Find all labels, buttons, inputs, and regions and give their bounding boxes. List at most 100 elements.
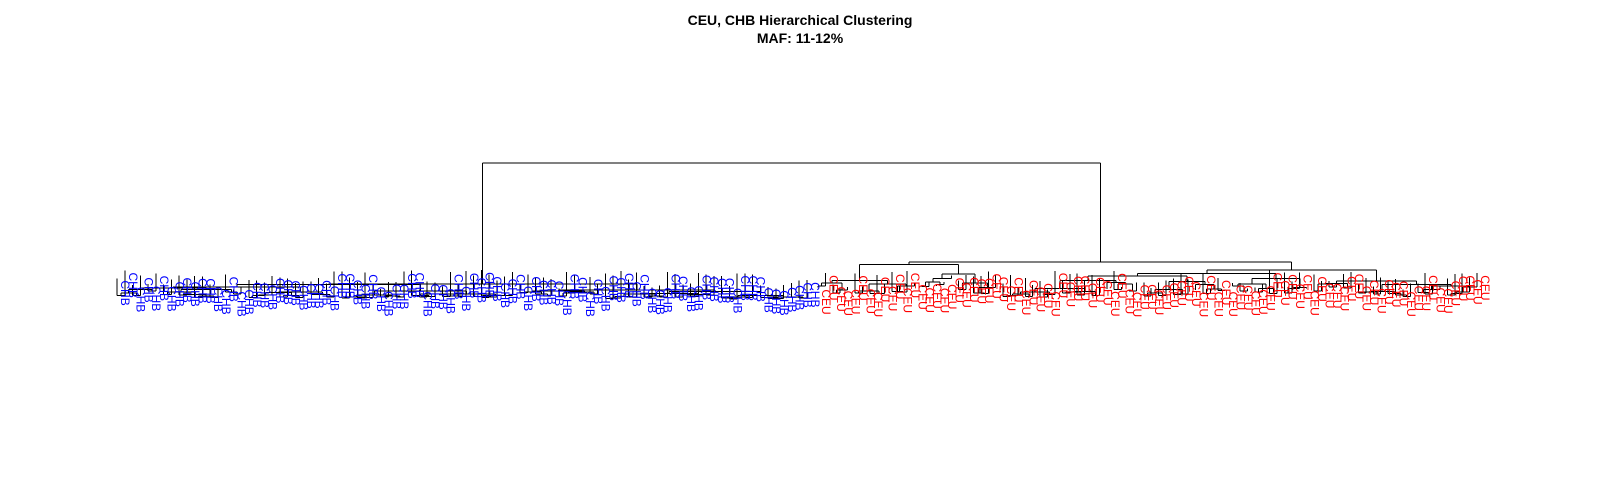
leaf-label-ceu: CEU — [1108, 291, 1122, 316]
leaf-label-ceu: CEU — [1137, 284, 1151, 309]
leaf-label-ceu: CEU — [945, 284, 959, 309]
leaf-label-chb: CHB — [761, 287, 775, 312]
leaf-label-ceu: CEU — [1352, 274, 1366, 299]
leaf-label-ceu: CEU — [1278, 280, 1292, 305]
leaf-label-chb: CHB — [513, 274, 527, 299]
leaf-label-chb: CHB — [785, 287, 799, 312]
leaf-label-chb: CHB — [467, 273, 481, 298]
leaf-label-chb: CHB — [234, 291, 248, 316]
leaf-label-chb: CHB — [351, 280, 365, 305]
leaf-label-ceu: CEU — [1241, 285, 1255, 310]
leaf-label-ceu: CEU — [1012, 277, 1026, 302]
leaf-label-ceu: CEU — [1004, 286, 1018, 311]
leaf-label-chb: CHB — [335, 273, 349, 298]
leaf-label-chb: CHB — [614, 277, 628, 302]
leaf-label-ceu: CEU — [923, 288, 937, 313]
leaf-label-ceu: CEU — [952, 278, 966, 303]
leaf-label-chb: CHB — [715, 278, 729, 303]
leaf-label-chb: CHB — [420, 291, 434, 316]
leaf-label-ceu: CEU — [1478, 275, 1492, 300]
leaf-label-chb: CHB — [568, 274, 582, 299]
leaf-label-chb: CHB — [622, 273, 636, 298]
leaf-label-chb: CHB — [552, 281, 566, 306]
leaf-label-chb: CHB — [196, 278, 210, 303]
leaf-label-chb: CHB — [242, 289, 256, 314]
leaf-label-chb: CHB — [250, 282, 264, 307]
leaf-label-ceu: CEU — [1086, 283, 1100, 308]
leaf-label-ceu: CEU — [937, 288, 951, 313]
leaf-label-ceu: CEU — [1389, 282, 1403, 307]
leaf-label-chb: CHB — [668, 274, 682, 299]
leaf-label-ceu: CEU — [1330, 283, 1344, 308]
leaf-label-ceu: CEU — [1130, 292, 1144, 317]
leaf-label-ceu: CEU — [1189, 281, 1203, 306]
leaf-label-chb: CHB — [258, 283, 272, 308]
leaf-label-chb: CHB — [149, 286, 163, 311]
leaf-label-chb: CHB — [382, 291, 396, 316]
leaf-label-chb: CHB — [289, 280, 303, 305]
leaf-label-ceu: CEU — [1293, 284, 1307, 309]
leaf-label-ceu: CEU — [1367, 280, 1381, 305]
leaf-label-chb: CHB — [738, 275, 752, 300]
leaf-label-ceu: CEU — [1426, 275, 1440, 300]
leaf-label-chb: CHB — [769, 289, 783, 314]
leaf-label-ceu: CEU — [900, 288, 914, 313]
leaf-label-chb: CHB — [304, 283, 318, 308]
leaf-label-ceu: CEU — [1115, 273, 1129, 298]
leaf-label-chb: CHB — [134, 287, 148, 312]
leaf-label-ceu: CEU — [1063, 282, 1077, 307]
leaf-label-ceu: CEU — [1226, 291, 1240, 316]
leaf-label-chb: CHB — [281, 279, 295, 304]
leaf-label-chb: CHB — [343, 273, 357, 298]
leaf-label-ceu: CEU — [871, 292, 885, 317]
leaf-label-chb: CHB — [544, 279, 558, 304]
leaf-label-chb: CHB — [374, 287, 388, 312]
leaf-label-chb: CHB — [676, 276, 690, 301]
leaf-label-chb: CHB — [273, 278, 287, 303]
leaf-label-chb: CHB — [506, 279, 520, 304]
leaf-label-chb: CHB — [405, 273, 419, 298]
leaf-label-ceu: CEU — [1152, 290, 1166, 315]
leaf-label-chb: CHB — [118, 280, 132, 305]
leaf-label-chb: CHB — [227, 277, 241, 302]
leaf-label-chb: CHB — [312, 283, 326, 308]
leaf-label-chb: CHB — [537, 280, 551, 305]
leaf-label-ceu: CEU — [893, 274, 907, 299]
leaf-label-chb: CHB — [366, 274, 380, 299]
leaf-label-ceu: CEU — [1234, 285, 1248, 310]
leaf-label-ceu: CEU — [1182, 276, 1196, 301]
leaf-label-chb: CHB — [591, 279, 605, 304]
leaf-label-ceu: CEU — [1271, 272, 1285, 297]
leaf-label-ceu: CEU — [1441, 288, 1455, 313]
leaf-label-ceu: CEU — [1026, 280, 1040, 305]
leaf-label-chb: CHB — [482, 272, 496, 297]
leaf-label-ceu: CEU — [982, 278, 996, 303]
leaf-label-chb: CHB — [777, 290, 791, 315]
leaf-label-ceu: CEU — [1123, 289, 1137, 314]
leaf-label-chb: CHB — [498, 283, 512, 308]
leaf-label-chb: CHB — [630, 281, 644, 306]
leaf-label-ceu: CEU — [1100, 280, 1114, 305]
leaf-label-chb: CHB — [141, 277, 155, 302]
leaf-label-chb: CHB — [723, 278, 737, 303]
leaf-label-chb: CHB — [126, 273, 140, 298]
leaf-label-chb: CHB — [219, 289, 233, 314]
leaf-label-ceu: CEU — [1160, 285, 1174, 310]
leaf-label-chb: CHB — [707, 276, 721, 301]
leaf-label-ceu: CEU — [826, 275, 840, 300]
leaf-label-ceu: CEU — [1041, 283, 1055, 308]
leaf-label-ceu: CEU — [915, 284, 929, 309]
leaf-label-ceu: CEU — [886, 286, 900, 311]
leaf-label-ceu: CEU — [1256, 289, 1270, 314]
leaf-label-chb: CHB — [165, 286, 179, 311]
leaf-label-chb: CHB — [327, 286, 341, 311]
leaf-label-ceu: CEU — [1049, 291, 1063, 316]
chart-title: CEU, CHB Hierarchical Clustering — [688, 12, 913, 28]
leaf-label-ceu: CEU — [856, 275, 870, 300]
leaf-label-ceu: CEU — [1056, 273, 1070, 298]
leaf-label-ceu: CEU — [1419, 286, 1433, 311]
leaf-label-chb: CHB — [529, 276, 543, 301]
leaf-label-ceu: CEU — [1382, 279, 1396, 304]
leaf-label-ceu: CEU — [1434, 287, 1448, 312]
leaf-label-ceu: CEU — [908, 273, 922, 298]
